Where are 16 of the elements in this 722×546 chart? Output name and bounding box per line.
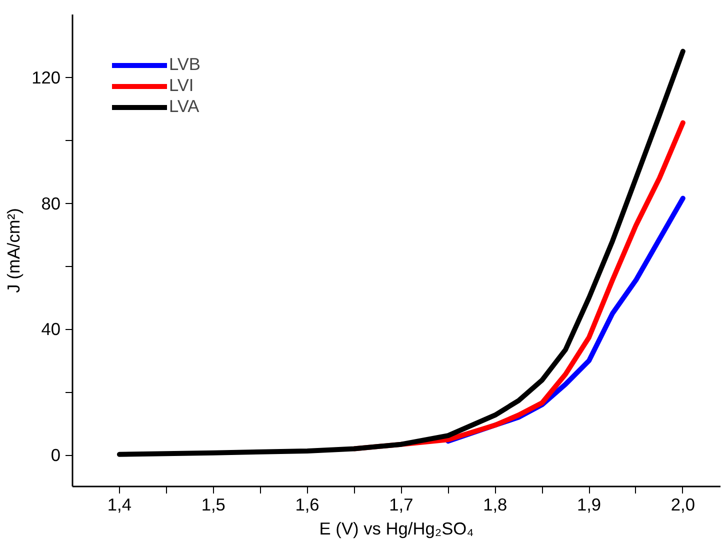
legend-label: LVA [169, 96, 200, 117]
x-tick-label: 1,9 [576, 494, 602, 514]
y-tick-label: 40 [41, 319, 61, 340]
x-tick-label: 1,5 [201, 494, 226, 514]
x-tick-label: 1,7 [389, 494, 414, 514]
y-tick-label: 0 [50, 445, 61, 466]
y-axis-title: J (mA/cm²) [4, 208, 24, 293]
y-tick-label: 80 [41, 193, 61, 214]
x-tick-label: 1,4 [107, 494, 132, 514]
legend-label: LVI [169, 75, 194, 96]
x-tick-label: 1,8 [483, 494, 508, 514]
x-axis-title: E (V) vs Hg/Hg₂SO₄ [319, 518, 474, 538]
x-tick-label: 1,6 [295, 494, 320, 514]
x-tick-label: 2,0 [670, 494, 695, 514]
y-tick-label: 120 [32, 67, 61, 88]
legend-label: LVB [169, 54, 200, 75]
